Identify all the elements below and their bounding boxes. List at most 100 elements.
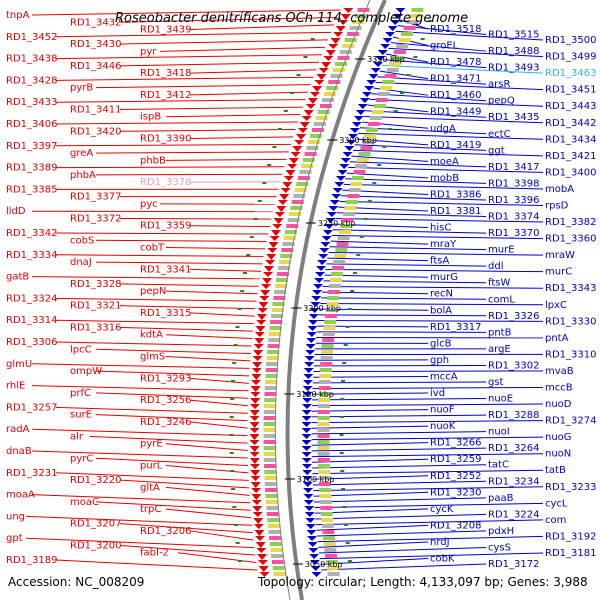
right-gene-label[interactable]: RD1_3421 (545, 151, 596, 162)
left-gene-label[interactable]: RD1_3432 (70, 17, 121, 28)
right-gene-label[interactable]: RD1_3343 (545, 283, 596, 294)
left-gene-label[interactable]: cobS (70, 235, 94, 246)
right-gene-label[interactable]: RD1_3233 (545, 482, 596, 493)
right-gene-label[interactable]: comL (488, 294, 515, 305)
left-gene-label[interactable]: RD1_3389 (6, 163, 57, 174)
left-gene-label[interactable]: cobT (140, 243, 165, 254)
right-gene-label[interactable]: pntB (488, 327, 512, 338)
left-gene-label[interactable]: RD1_3372 (70, 213, 121, 224)
left-gene-label[interactable]: glmS (140, 352, 165, 363)
right-gene-label[interactable]: mraW (545, 250, 575, 261)
left-gene-label[interactable]: RD1_3257 (6, 402, 57, 413)
right-gene-label[interactable]: bolA (430, 305, 452, 316)
left-gene-label[interactable]: RD1_3206 (140, 526, 191, 537)
right-gene-label[interactable]: RD1_3417 (488, 162, 539, 173)
left-gene-label[interactable]: greA (70, 148, 93, 159)
right-gene-label[interactable]: RD1_3330 (545, 316, 596, 327)
left-gene-label[interactable]: phbA (70, 170, 96, 181)
right-gene-label[interactable]: mobB (430, 173, 459, 184)
right-gene-label[interactable]: gst (488, 377, 504, 388)
left-gene-label[interactable]: RD1_3428 (6, 75, 57, 86)
left-gene-label[interactable]: RD1_3420 (70, 126, 121, 137)
left-gene-label[interactable]: dnaB (6, 446, 32, 457)
right-gene-label[interactable]: murG (430, 272, 458, 283)
left-gene-label[interactable]: RD1_3438 (6, 54, 57, 65)
right-gene-label[interactable]: murC (545, 267, 572, 278)
right-gene-label[interactable]: pntA (545, 333, 569, 344)
left-gene-label[interactable]: RD1_3189 (6, 555, 57, 566)
left-gene-label[interactable]: alr (70, 431, 84, 442)
right-gene-label[interactable]: RD1_3398 (488, 178, 539, 189)
right-gene-label[interactable]: RD1_3500 (545, 35, 596, 46)
left-gene-label[interactable]: moaC (70, 497, 99, 508)
right-gene-label[interactable]: com (545, 515, 566, 526)
left-gene-label[interactable]: glmU (6, 359, 32, 370)
left-gene-label[interactable]: RD1_3378 (140, 177, 191, 188)
left-gene-label[interactable]: RD1_3430 (70, 39, 121, 50)
right-gene-label[interactable]: RD1_3463 (545, 68, 596, 79)
right-gene-label[interactable]: RD1_3360 (545, 234, 596, 245)
right-gene-label[interactable]: ftsA (430, 256, 449, 267)
right-gene-label[interactable]: RD1_3471 (430, 74, 481, 85)
left-gene-label[interactable]: fabI-2 (140, 548, 169, 559)
right-gene-label[interactable]: RD1_3192 (545, 531, 596, 542)
right-gene-label[interactable]: RD1_3288 (488, 410, 539, 421)
left-gene-label[interactable]: pyrC (70, 453, 93, 464)
right-gene-label[interactable]: RD1_3386 (430, 189, 481, 200)
left-gene-label[interactable]: RD1_3321 (70, 301, 121, 312)
right-gene-label[interactable]: RD1_3499 (545, 52, 596, 63)
right-gene-label[interactable]: ddl (488, 261, 503, 272)
left-gene-label[interactable]: phbB (140, 155, 166, 166)
right-gene-label[interactable]: RD1_3208 (430, 520, 481, 531)
right-gene-label[interactable]: ftsW (488, 278, 510, 289)
right-gene-label[interactable]: RD1_3224 (488, 509, 539, 520)
right-gene-label[interactable]: RD1_3172 (488, 559, 539, 570)
right-gene-label[interactable]: RD1_3381 (430, 206, 481, 217)
left-gene-label[interactable]: RD1_3293 (140, 373, 191, 384)
left-gene-label[interactable]: RD1_3377 (70, 192, 121, 203)
left-gene-label[interactable]: RD1_3316 (70, 322, 121, 333)
left-gene-label[interactable]: pyrB (70, 83, 93, 94)
right-gene-label[interactable]: RD1_3264 (488, 443, 539, 454)
right-gene-label[interactable]: cysS (488, 542, 511, 553)
left-gene-label[interactable]: ispB (140, 112, 161, 123)
left-gene-label[interactable]: lpcC (70, 344, 92, 355)
right-gene-label[interactable]: nuoI (488, 427, 510, 438)
right-gene-label[interactable]: RD1_3515 (488, 30, 539, 41)
right-gene-label[interactable]: hisC (430, 223, 451, 234)
right-gene-label[interactable]: nuoD (545, 399, 572, 410)
left-gene-label[interactable]: lldD (6, 206, 26, 217)
right-gene-label[interactable]: nuoN (545, 449, 571, 460)
left-gene-label[interactable]: pyc (140, 199, 158, 210)
left-gene-label[interactable]: prfC (70, 388, 91, 399)
left-gene-label[interactable]: RD1_3411 (70, 104, 121, 115)
right-gene-label[interactable]: pepQ (488, 96, 515, 107)
left-gene-label[interactable]: RD1_3207 (70, 519, 121, 530)
right-gene-label[interactable]: RD1_3274 (545, 416, 596, 427)
left-gene-label[interactable]: RD1_3390 (140, 134, 191, 145)
right-gene-label[interactable]: mccA (430, 371, 458, 382)
right-gene-label[interactable]: RD1_3382 (545, 217, 596, 228)
right-gene-label[interactable]: cycK (430, 504, 454, 515)
left-gene-label[interactable]: RD1_3418 (140, 68, 191, 79)
left-gene-label[interactable]: RD1_3359 (140, 221, 191, 232)
right-gene-label[interactable]: pdxH (488, 526, 514, 537)
right-gene-label[interactable]: RD1_3374 (488, 212, 539, 223)
right-gene-label[interactable]: RD1_3434 (545, 134, 596, 145)
right-gene-label[interactable]: RD1_3370 (488, 228, 539, 239)
left-gene-label[interactable]: pyr (140, 46, 157, 57)
right-gene-label[interactable]: nuoG (545, 432, 572, 443)
right-gene-label[interactable]: RD1_3310 (545, 349, 596, 360)
right-gene-label[interactable]: RD1_3518 (430, 24, 481, 35)
right-gene-label[interactable]: arsR (488, 79, 510, 90)
left-gene-label[interactable]: RD1_3200 (70, 540, 121, 551)
right-gene-label[interactable]: RD1_3493 (488, 63, 539, 74)
right-gene-label[interactable]: cycL (545, 498, 568, 509)
right-gene-label[interactable]: RD1_3181 (545, 548, 596, 559)
right-gene-label[interactable]: murE (488, 245, 515, 256)
left-gene-label[interactable]: surE (70, 410, 92, 421)
left-gene-label[interactable]: RD1_3328 (70, 279, 121, 290)
left-gene-label[interactable]: RD1_3324 (6, 293, 57, 304)
right-gene-label[interactable]: ivd (430, 388, 445, 399)
left-gene-label[interactable]: gatB (6, 272, 29, 283)
